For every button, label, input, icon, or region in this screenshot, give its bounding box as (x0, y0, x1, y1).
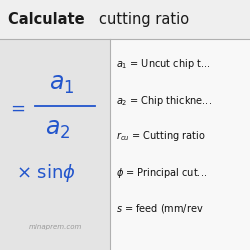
Bar (0, 39, 110, 250)
Text: =: = (10, 100, 25, 118)
Text: Calculate: Calculate (8, 12, 89, 27)
Text: $\phi$ = Principal cut...: $\phi$ = Principal cut... (116, 166, 208, 179)
Text: minaprem.com: minaprem.com (28, 224, 82, 230)
Text: cutting ratio: cutting ratio (99, 12, 189, 27)
Text: $\times$ sin$\phi$: $\times$ sin$\phi$ (16, 162, 76, 184)
Bar (110, 39, 250, 250)
Text: $r_{cu}$ = Cutting ratio: $r_{cu}$ = Cutting ratio (116, 129, 206, 143)
Text: $a_2$: $a_2$ (45, 117, 71, 141)
Text: $a_2$ = Chip thickne...: $a_2$ = Chip thickne... (116, 94, 212, 108)
Text: $s$ = feed (mm/rev: $s$ = feed (mm/rev (116, 202, 204, 215)
Bar (0, 0, 250, 39)
Text: $a_1$ = Uncut chip t...: $a_1$ = Uncut chip t... (116, 57, 210, 71)
Text: $a_1$: $a_1$ (48, 72, 74, 96)
